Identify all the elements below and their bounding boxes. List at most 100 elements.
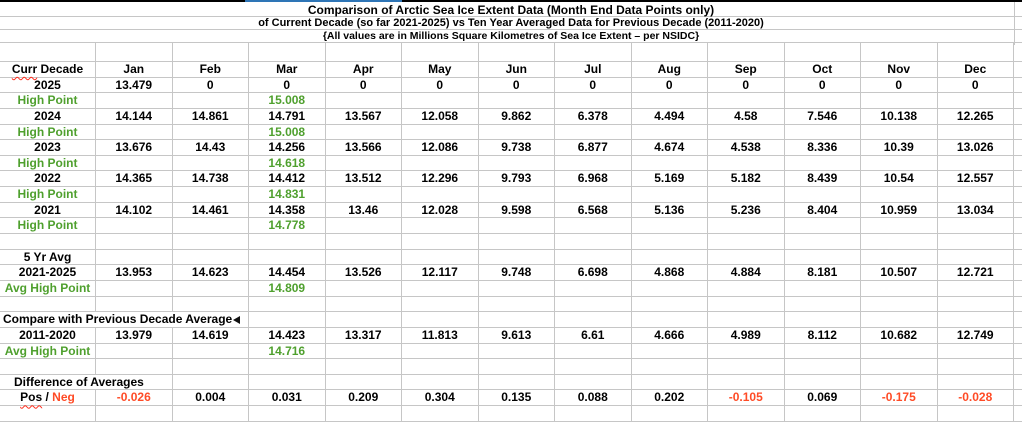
cell-2021-jan[interactable]: 14.102 — [96, 202, 173, 219]
label-2021[interactable]: 2021 — [0, 202, 96, 219]
cell-pos-neg-oct[interactable]: 0.069 — [784, 390, 861, 407]
cell-2023-jan[interactable]: 13.676 — [96, 140, 173, 156]
cell-2023-feb[interactable]: 14.43 — [172, 140, 249, 156]
cell-2023-mar[interactable]: 14.256 — [249, 140, 326, 156]
cell-2025-aug[interactable]: 0 — [631, 77, 708, 94]
cell-2021-nov[interactable]: 10.959 — [861, 202, 938, 219]
cell-2011-2020-apr[interactable]: 13.317 — [325, 327, 402, 344]
cell-2021-2025-apr[interactable]: 13.526 — [325, 265, 402, 281]
cell-2024-jan[interactable]: 14.144 — [96, 108, 173, 125]
cell-2011-2020-nov[interactable]: 10.682 — [861, 327, 938, 344]
cell-avg-hp-curr-mar[interactable]: 14.809 — [249, 280, 326, 297]
col-header-apr[interactable]: Apr — [325, 62, 402, 78]
cell-2021-2025-jan[interactable]: 13.953 — [96, 265, 173, 281]
cell-2024-nov[interactable]: 10.138 — [861, 108, 938, 125]
cell-2025-feb[interactable]: 0 — [172, 77, 249, 94]
cell-hp-2024-mar[interactable]: 15.008 — [249, 124, 326, 141]
label-2011-2020[interactable]: 2011-2020 — [0, 327, 96, 344]
col-header-sep[interactable]: Sep — [708, 62, 785, 78]
cell-2022-apr[interactable]: 13.512 — [325, 171, 402, 188]
cell-2024-dec[interactable]: 12.265 — [937, 108, 1014, 125]
cell-2023-apr[interactable]: 13.566 — [325, 140, 402, 156]
cell-2025-dec[interactable]: 0 — [937, 77, 1014, 94]
cell-2021-2025-aug[interactable]: 4.868 — [631, 265, 708, 281]
cell-hp-2023-mar[interactable]: 14.618 — [249, 155, 326, 172]
cell-2022-may[interactable]: 12.296 — [402, 171, 479, 188]
label-2025[interactable]: 2025 — [0, 77, 96, 94]
cell-pos-neg-dec[interactable]: -0.028 — [937, 390, 1014, 407]
cell-2021-oct[interactable]: 8.404 — [784, 202, 861, 219]
cell-2021-apr[interactable]: 13.46 — [325, 202, 402, 219]
cell-2023-jun[interactable]: 9.738 — [478, 140, 555, 156]
cell-2023-nov[interactable]: 10.39 — [861, 140, 938, 156]
col-header-jan[interactable]: Jan — [96, 62, 173, 78]
cell-2011-2020-dec[interactable]: 12.749 — [937, 327, 1014, 344]
cell-pos-neg-apr[interactable]: 0.209 — [325, 390, 402, 407]
cell-2021-2025-sep[interactable]: 4.884 — [708, 265, 785, 281]
cell-avg-hp-prev-mar[interactable]: 14.716 — [249, 343, 326, 360]
cell-pos-neg-aug[interactable]: 0.202 — [631, 390, 708, 407]
cell-2023-oct[interactable]: 8.336 — [784, 140, 861, 156]
label-avg-hp-curr[interactable]: Avg High Point — [0, 280, 96, 297]
cell-2021-may[interactable]: 12.028 — [402, 202, 479, 219]
cell-2021-sep[interactable]: 5.236 — [708, 202, 785, 219]
cell-2022-sep[interactable]: 5.182 — [708, 171, 785, 188]
cell-2025-jul[interactable]: 0 — [555, 77, 632, 94]
cell-2024-apr[interactable]: 13.567 — [325, 108, 402, 125]
cell-2011-2020-jun[interactable]: 9.613 — [478, 327, 555, 344]
label-2023[interactable]: 2023 — [0, 140, 96, 156]
cell-2021-jul[interactable]: 6.568 — [555, 202, 632, 219]
col-header-nov[interactable]: Nov — [861, 62, 938, 78]
cell-2025-mar[interactable]: 0 — [249, 77, 326, 94]
col-header-jul[interactable]: Jul — [555, 62, 632, 78]
cell-pos-neg-sep[interactable]: -0.105 — [708, 390, 785, 407]
cell-2011-2020-sep[interactable]: 4.989 — [708, 327, 785, 344]
cell-2022-mar[interactable]: 14.412 — [249, 171, 326, 188]
cell-2025-jan[interactable]: 13.479 — [96, 77, 173, 94]
cell-2023-jul[interactable]: 6.877 — [555, 140, 632, 156]
label-header[interactable]: Curr Decade — [0, 62, 96, 78]
cell-2025-oct[interactable]: 0 — [784, 77, 861, 94]
cell-pos-neg-mar[interactable]: 0.031 — [249, 390, 326, 407]
cell-2021-2025-jun[interactable]: 9.748 — [478, 265, 555, 281]
cell-2024-may[interactable]: 12.058 — [402, 108, 479, 125]
cell-2024-aug[interactable]: 4.494 — [631, 108, 708, 125]
col-header-oct[interactable]: Oct — [784, 62, 861, 78]
cell-2023-aug[interactable]: 4.674 — [631, 140, 708, 156]
cell-2021-2025-jul[interactable]: 6.698 — [555, 265, 632, 281]
label-hp-2025[interactable]: High Point — [0, 93, 96, 109]
cell-2021-feb[interactable]: 14.461 — [172, 202, 249, 219]
cell-2022-jun[interactable]: 9.793 — [478, 171, 555, 188]
cell-2025-may[interactable]: 0 — [402, 77, 479, 94]
cell-2022-oct[interactable]: 8.439 — [784, 171, 861, 188]
label-2022[interactable]: 2022 — [0, 171, 96, 188]
col-header-dec[interactable]: Dec — [937, 62, 1014, 78]
cell-2011-2020-aug[interactable]: 4.666 — [631, 327, 708, 344]
cell-2023-may[interactable]: 12.086 — [402, 140, 479, 156]
cell-2022-jan[interactable]: 14.365 — [96, 171, 173, 188]
col-header-jun[interactable]: Jun — [478, 62, 555, 78]
cell-hp-2025-mar[interactable]: 15.008 — [249, 93, 326, 109]
label-avg-hp-prev[interactable]: Avg High Point — [0, 343, 96, 360]
cell-2011-2020-may[interactable]: 11.813 — [402, 327, 479, 344]
cell-2022-feb[interactable]: 14.738 — [172, 171, 249, 188]
label-pos-neg[interactable]: Pos / Neg — [0, 390, 96, 407]
cell-2025-sep[interactable]: 0 — [708, 77, 785, 94]
cell-2021-2025-nov[interactable]: 10.507 — [861, 265, 938, 281]
label-hp-2024[interactable]: High Point — [0, 124, 96, 141]
cell-2023-dec[interactable]: 13.026 — [937, 140, 1014, 156]
label-2024[interactable]: 2024 — [0, 108, 96, 125]
cell-2011-2020-jan[interactable]: 13.979 — [96, 327, 173, 344]
cell-hp-2022-mar[interactable]: 14.831 — [249, 187, 326, 203]
cell-2022-aug[interactable]: 5.169 — [631, 171, 708, 188]
cell-2024-jul[interactable]: 6.378 — [555, 108, 632, 125]
cell-pos-neg-jun[interactable]: 0.135 — [478, 390, 555, 407]
cell-2021-mar[interactable]: 14.358 — [249, 202, 326, 219]
cell-2022-dec[interactable]: 12.557 — [937, 171, 1014, 188]
label-hp-2021[interactable]: High Point — [0, 218, 96, 235]
cell-2025-jun[interactable]: 0 — [478, 77, 555, 94]
col-header-aug[interactable]: Aug — [631, 62, 708, 78]
cell-pos-neg-feb[interactable]: 0.004 — [172, 390, 249, 407]
cell-2011-2020-feb[interactable]: 14.619 — [172, 327, 249, 344]
label-hp-2022[interactable]: High Point — [0, 187, 96, 203]
